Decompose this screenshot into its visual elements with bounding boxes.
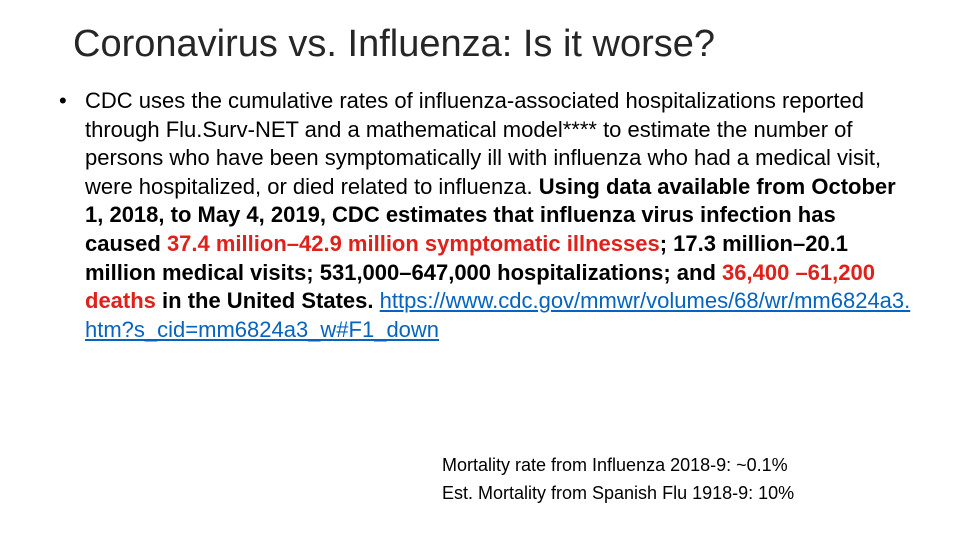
bullet-bold-intro: Using data available from October 1, 201… bbox=[85, 173, 896, 256]
bullet-marker: • bbox=[59, 88, 67, 113]
visits-text: ; 17.3 million–20.1 million medical visi… bbox=[85, 230, 849, 285]
spanish-flu-mortality-line: Est. Mortality from Spanish Flu 1918-9: … bbox=[442, 483, 795, 503]
deaths-highlight: 36,400 –61,200 deaths bbox=[85, 259, 875, 314]
illnesses-highlight: 37.4 million–42.9 million symptomatic il… bbox=[166, 230, 660, 256]
mortality-note: Mortality rate from Influenza 2018-9: ~0… bbox=[442, 451, 922, 507]
bullet-intro: CDC uses the cumulative rates of influen… bbox=[85, 88, 882, 199]
bullet-paragraph: • CDC uses the cumulative rates of influ… bbox=[59, 87, 939, 344]
cdc-source-link[interactable]: https://www.cdc.gov/mmwr/volumes/68/wr/m… bbox=[85, 288, 911, 342]
slide-title: Coronavirus vs. Influenza: Is it worse? bbox=[73, 23, 716, 65]
closing-text: in the United States. bbox=[155, 288, 374, 314]
influenza-mortality-line: Mortality rate from Influenza 2018-9: ~0… bbox=[442, 455, 788, 475]
bullet-text: CDC uses the cumulative rates of influen… bbox=[85, 87, 915, 344]
